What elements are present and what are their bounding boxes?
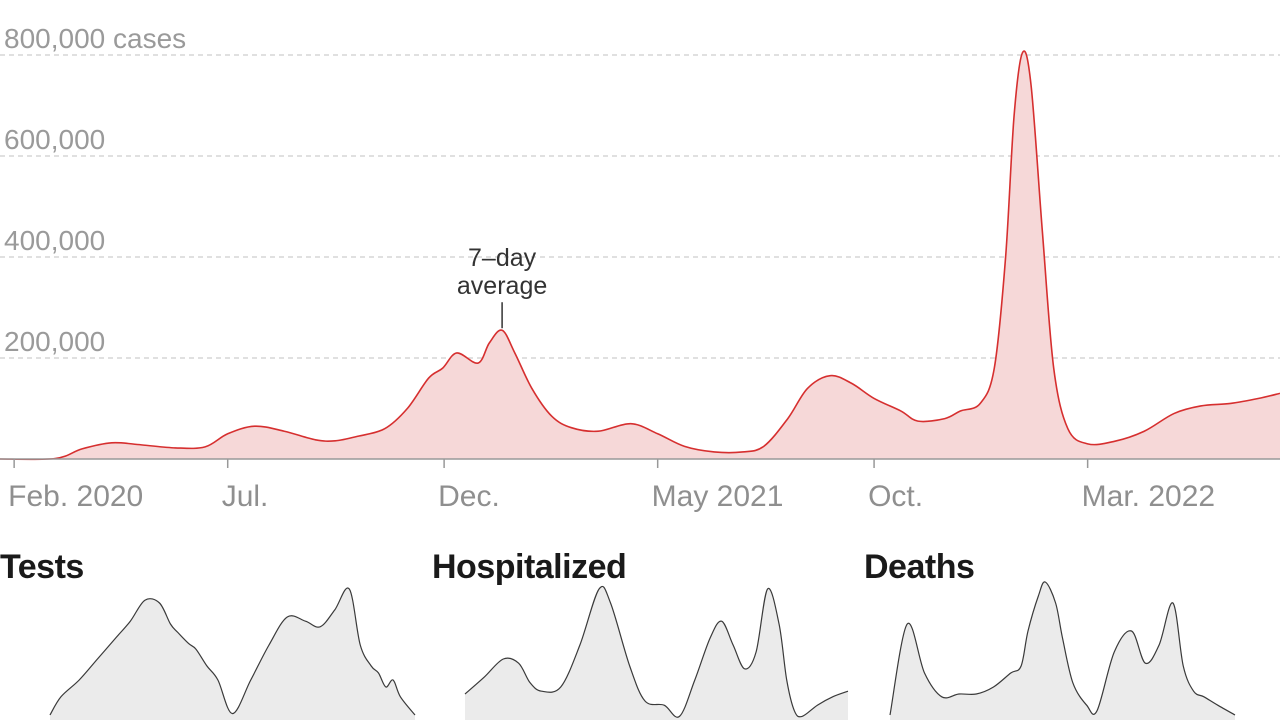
- small-line: [889, 581, 1236, 716]
- y-tick-label: 200,000: [4, 326, 105, 357]
- x-tick-label: Dec.: [438, 480, 500, 513]
- annotation: 7–day average: [457, 244, 547, 329]
- tests-title: Tests: [0, 548, 84, 586]
- small-line: [49, 587, 416, 716]
- hospitalized-small-multiple: Hospitalized: [432, 548, 849, 720]
- tests-small-multiple: Tests: [0, 548, 416, 720]
- y-tick-label: 800,000 cases: [4, 23, 186, 54]
- small-area-fill: [465, 586, 848, 720]
- small-area-fill: [50, 587, 415, 720]
- x-tick-label: Feb. 2020: [8, 480, 143, 513]
- deaths-small-multiple: Deaths: [864, 548, 1236, 720]
- y-tick-label: 400,000: [4, 225, 105, 256]
- y-tick-label: 600,000: [4, 124, 105, 155]
- x-tick-label: May 2021: [652, 480, 784, 513]
- cases-area: [0, 50, 1280, 461]
- annotation-line2: average: [457, 272, 547, 300]
- annotation-line1: 7–day: [468, 244, 537, 272]
- x-tick-label: Mar. 2022: [1082, 480, 1215, 513]
- cases-line: [0, 50, 1280, 461]
- small-line: [464, 585, 849, 718]
- x-tick-label: Jul.: [222, 480, 269, 513]
- y-axis-ticks: 200,000 400,000 600,000 800,000 cases: [4, 23, 186, 357]
- x-tick-label: Oct.: [868, 480, 923, 513]
- cases-area-fill: [0, 51, 1280, 460]
- grid-lines: [0, 54, 1280, 359]
- small-area-fill: [890, 581, 1235, 720]
- hospitalized-title: Hospitalized: [432, 548, 626, 586]
- deaths-title: Deaths: [864, 548, 974, 586]
- x-axis-ticks: Feb. 2020 Jul. Dec. May 2021 Oct. Mar. 2022: [8, 459, 1215, 513]
